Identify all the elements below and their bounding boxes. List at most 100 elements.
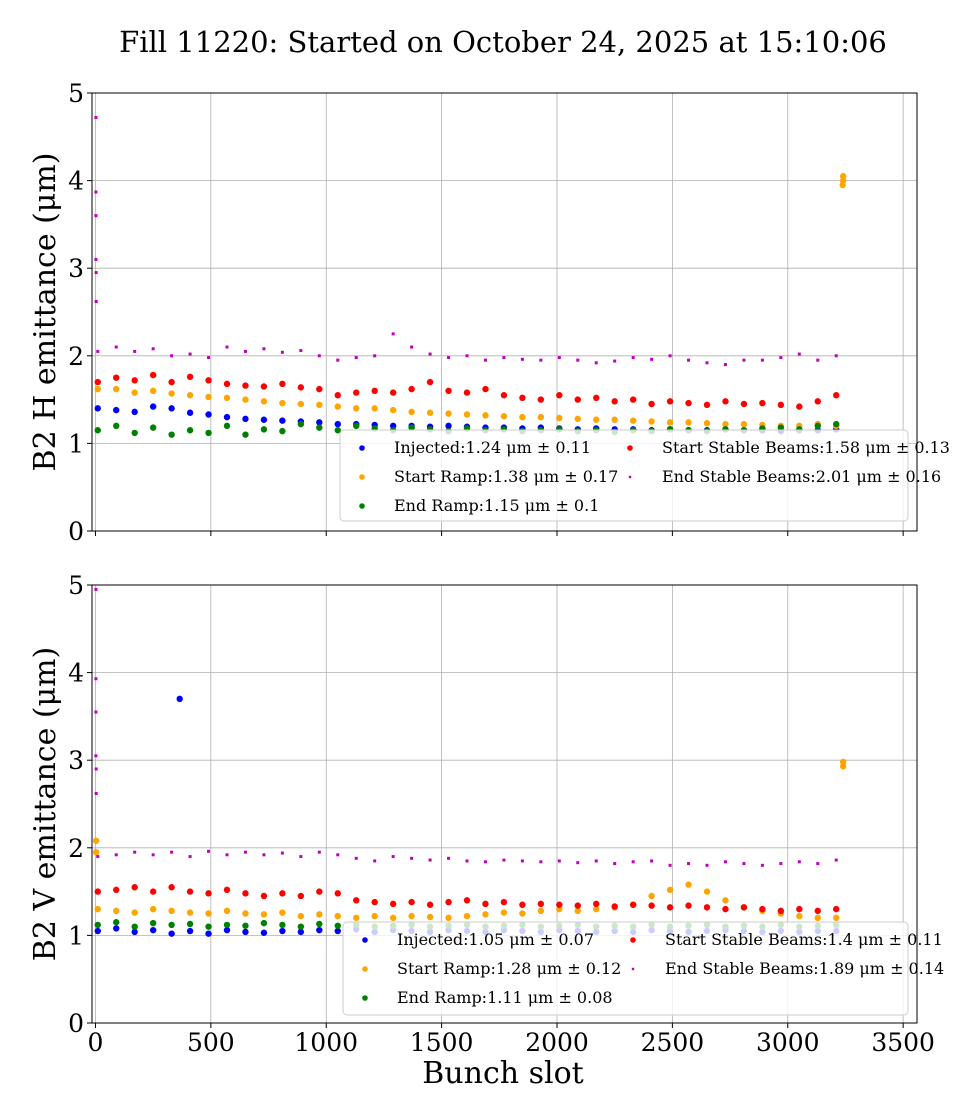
data-point [113,919,120,926]
data-point [94,257,98,261]
data-point [742,358,746,362]
data-point [280,350,284,354]
data-point [170,850,174,854]
data-point [131,377,138,384]
legend-marker [630,937,636,943]
data-point [353,914,360,922]
data-point [186,888,194,895]
data-point [94,214,98,218]
data-point [260,426,268,433]
data-point [703,420,711,427]
data-point [629,417,637,424]
data-point [426,378,434,386]
data-point [94,385,101,393]
data-point [223,886,231,894]
series-4 [94,884,840,915]
bottom-plot-b2-v: 0 500 1000 1500 2000 2500 3000 3500 0 1 2 3 4 5 B2 V e… [28,571,944,1057]
data-point [334,922,341,929]
data-point [371,912,378,920]
x-tick-label: 0 [88,1028,104,1057]
data-point [839,181,846,189]
data-point [225,853,229,857]
data-point [316,401,323,409]
data-point [705,361,709,365]
data-point [648,418,655,425]
data-point [648,892,655,900]
data-point [816,862,820,866]
data-point [685,399,692,407]
data-point [777,401,785,409]
data-point [500,392,508,399]
data-point [133,850,137,854]
data-point [556,392,563,399]
data-point [722,897,729,904]
legend-marker [628,475,632,479]
data-point [297,892,305,900]
data-point [317,850,321,854]
data-point [242,396,249,403]
data-point [260,919,268,927]
data-point [648,400,655,408]
data-point [539,860,543,864]
data-point [279,427,286,435]
data-point [149,919,157,927]
y-tick-label: 0 [68,517,84,546]
legend-label: Start Ramp:1.28 μm ± 0.12 [397,959,621,978]
data-point [94,405,101,412]
data-point [205,377,212,384]
series-5 [94,116,838,367]
data-point [611,903,618,910]
data-point [279,380,286,388]
data-point [537,900,545,908]
data-point [113,422,120,430]
data-point [408,385,415,393]
legend-marker [362,966,368,972]
series-2 [92,758,847,922]
data-point [447,356,451,360]
data-point [742,862,746,866]
legend-marker [627,445,633,451]
data-point [92,837,100,844]
data-point [408,408,415,416]
data-point [740,904,748,911]
data-point [94,888,101,895]
data-point [334,392,341,399]
data-point [500,909,508,916]
data-point [113,406,120,414]
data-point [223,926,231,934]
data-point [279,399,286,407]
data-point [262,853,266,857]
data-point [133,349,137,353]
data-point [722,905,729,913]
data-point [574,907,581,915]
data-point [168,907,175,915]
data-point [426,913,434,921]
data-point [94,587,98,591]
data-point [170,354,174,358]
data-point [151,347,155,351]
data-point [186,920,194,928]
data-point [223,422,231,430]
data-point [188,352,192,356]
data-point [243,850,247,854]
data-point [833,420,840,428]
data-point [297,928,305,936]
data-point [205,429,212,437]
data-point [131,389,138,396]
data-point [149,905,157,913]
data-point [316,920,323,928]
series-5 [94,587,838,867]
series-4 [94,371,840,410]
y-tick-label: 4 [68,167,84,196]
data-point [463,389,471,396]
legend-label: End Stable Beams:1.89 μm ± 0.14 [665,959,944,978]
data-point [223,921,231,929]
data-point [685,902,692,909]
data-point [242,431,249,438]
data-point [631,860,635,864]
y-tick-label: 3 [68,746,84,775]
data-point [593,394,600,402]
data-point [557,356,561,360]
data-point [223,380,231,388]
data-point [260,911,268,918]
